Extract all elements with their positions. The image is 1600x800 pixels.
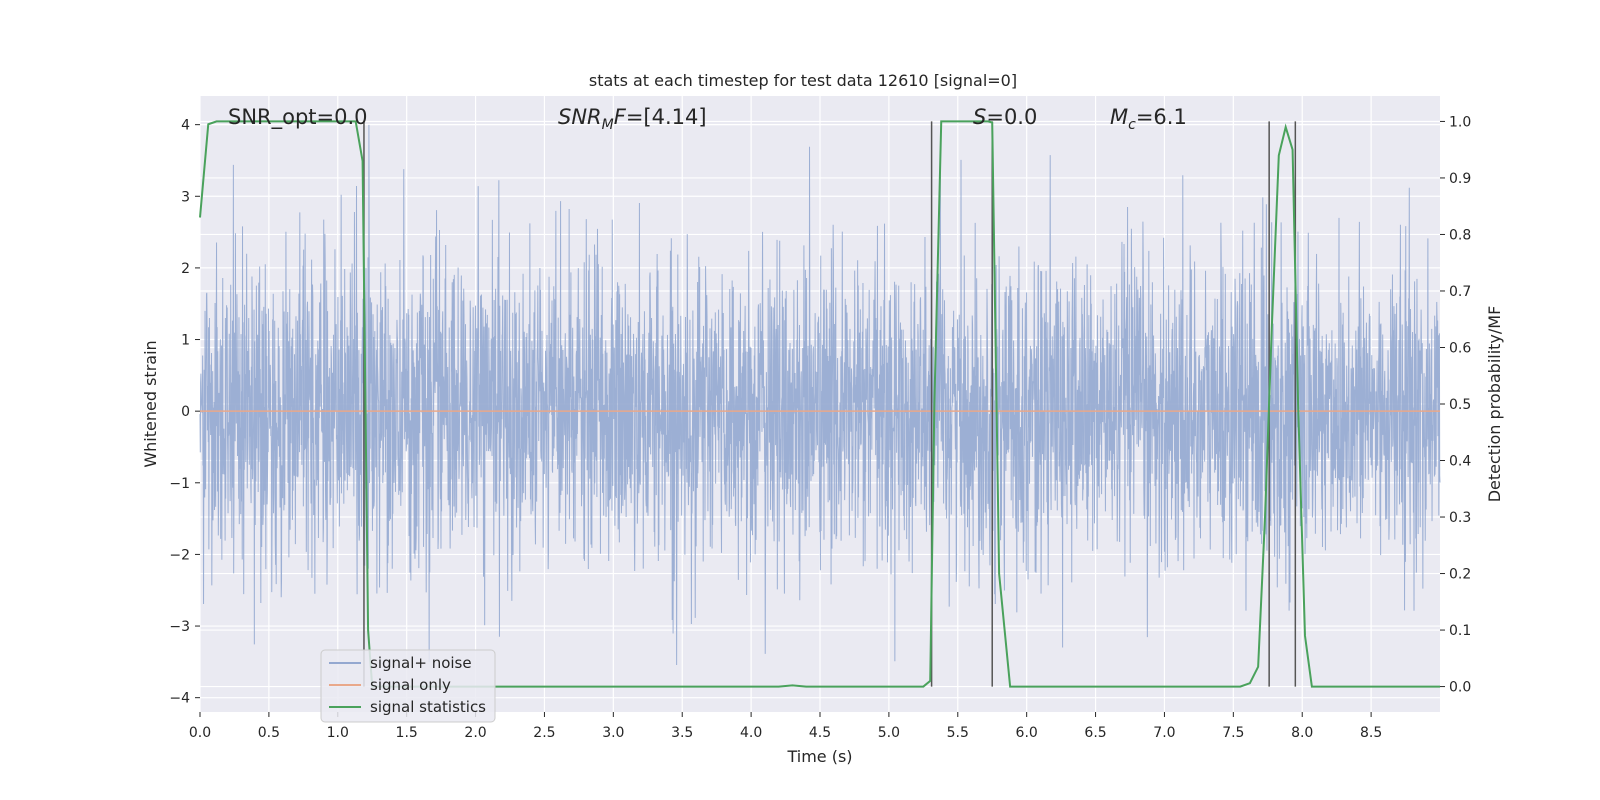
y2-tick-label: 0.4	[1449, 454, 1471, 470]
legend-label-signal-statistics: signal statistics	[370, 698, 486, 716]
y-tick-label: 3	[181, 189, 190, 205]
x-tick-label: 8.0	[1291, 725, 1313, 741]
x-tick-label: 2.0	[464, 725, 486, 741]
legend-label-signal-only: signal only	[370, 676, 451, 694]
y2-axis-label: Detection probability/MF	[1485, 306, 1504, 503]
y2-tick-label: 0.3	[1449, 510, 1471, 526]
x-axis-label: Time (s)	[786, 747, 852, 766]
y2-tick-label: 0.2	[1449, 567, 1471, 583]
x-tick-label: 4.0	[740, 725, 762, 741]
x-tick-label: 3.5	[671, 725, 693, 741]
x-tick-label: 0.5	[258, 725, 280, 741]
annotation-snr-mf: SNRMF=[4.14]	[558, 105, 707, 133]
annotation-snr-opt: SNR_opt=0.0	[228, 105, 368, 130]
x-tick-label: 8.5	[1360, 725, 1382, 741]
signal-noise-line	[199, 124, 1441, 665]
legend-box	[320, 649, 496, 723]
x-tick-label: 4.5	[809, 725, 831, 741]
chart-title: stats at each timestep for test data 126…	[589, 71, 1017, 90]
y2-tick-label: 0.5	[1449, 397, 1471, 413]
annotation-s: S=0.0	[973, 105, 1037, 129]
tick-labels: 0.0 0.5 1.0 1.5 2.0 2.5 3.0 3.5 4.0 4.5 5.0 5.5 6.0 6…	[169, 114, 1471, 741]
y-tick-label: 0	[181, 404, 190, 420]
y2-tick-label: 0.9	[1449, 171, 1471, 187]
y2-tick-label: 0.8	[1449, 227, 1471, 243]
x-tick-label: 6.5	[1084, 725, 1106, 741]
y2-tick-label: 0.0	[1449, 680, 1471, 696]
legend: signal+ noise signal only signal statist…	[320, 649, 496, 723]
x-tick-label: 0.0	[189, 725, 211, 741]
x-tick-label: 5.0	[878, 725, 900, 741]
x-tick-label: 6.0	[1016, 725, 1038, 741]
y-tick-label: 4	[181, 118, 190, 134]
y-tick-label: −3	[169, 619, 190, 635]
y2-tick-label: 1.0	[1449, 114, 1471, 130]
y2-tick-label: 0.1	[1449, 623, 1471, 639]
y2-tick-label: 0.7	[1449, 284, 1471, 300]
signal-statistics-line	[199, 120, 1440, 688]
y2-tick-label: 0.6	[1449, 340, 1471, 356]
grid	[199, 96, 1440, 712]
y-tick-label: −4	[169, 691, 190, 707]
x-tick-label: 1.5	[396, 725, 418, 741]
signal-statistics-series	[199, 120, 1440, 688]
x-tick-label: 2.5	[533, 725, 555, 741]
x-tick-label: 7.5	[1222, 725, 1244, 741]
y-axis-label: Whitened strain	[141, 340, 160, 467]
x-tick-label: 1.0	[327, 725, 349, 741]
y-tick-label: 1	[181, 333, 190, 349]
signal-noise-series	[199, 124, 1441, 665]
x-tick-label: 3.0	[602, 725, 624, 741]
annotation-mc: Mc=6.1	[1110, 105, 1187, 133]
y-tick-label: 2	[181, 261, 190, 277]
legend-label-signal-noise: signal+ noise	[370, 654, 472, 672]
x-tick-label: 5.5	[947, 725, 969, 741]
x-tick-label: 7.0	[1153, 725, 1175, 741]
y-tick-label: −2	[169, 547, 190, 563]
y-tick-label: −1	[169, 476, 190, 492]
